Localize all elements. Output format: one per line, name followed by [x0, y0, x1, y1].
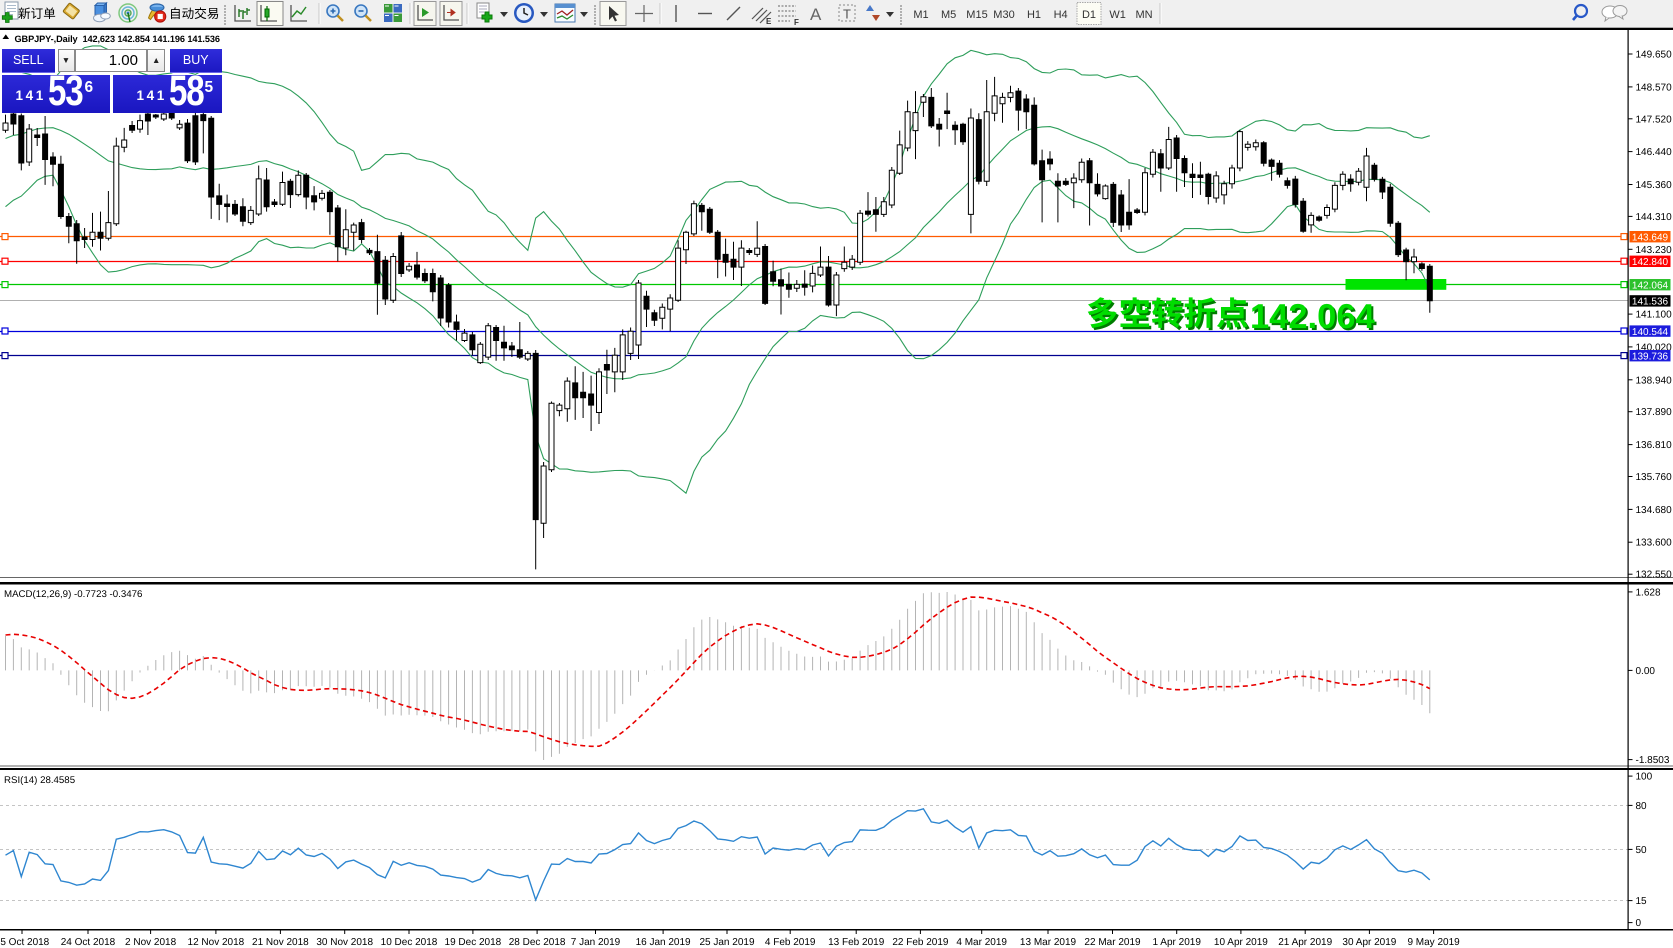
- svg-text:143.230: 143.230: [1636, 245, 1673, 256]
- svg-text:D1: D1: [1082, 9, 1096, 21]
- svg-text:146.440: 146.440: [1636, 147, 1673, 158]
- svg-text:80: 80: [1636, 801, 1648, 812]
- svg-text:16 Jan 2019: 16 Jan 2019: [636, 937, 691, 948]
- svg-text:145.360: 145.360: [1636, 180, 1673, 191]
- svg-text:134.680: 134.680: [1636, 505, 1673, 516]
- svg-text:141.100: 141.100: [1636, 310, 1673, 321]
- svg-text:E: E: [766, 17, 772, 26]
- svg-text:139.736: 139.736: [1632, 352, 1669, 363]
- svg-text:24 Oct 2018: 24 Oct 2018: [61, 937, 116, 948]
- svg-text:21 Nov 2018: 21 Nov 2018: [252, 937, 309, 948]
- svg-text:21 Apr 2019: 21 Apr 2019: [1278, 937, 1332, 948]
- svg-text:-1.8503: -1.8503: [1636, 755, 1670, 766]
- svg-text:T: T: [843, 7, 851, 22]
- svg-text:M1: M1: [913, 9, 928, 21]
- svg-text:22 Feb 2019: 22 Feb 2019: [892, 937, 949, 948]
- svg-text:4 Mar 2019: 4 Mar 2019: [956, 937, 1007, 948]
- svg-text:7 Jan 2019: 7 Jan 2019: [571, 937, 621, 948]
- svg-text:0.00: 0.00: [1636, 666, 1656, 677]
- svg-text:9 May 2019: 9 May 2019: [1407, 937, 1460, 948]
- svg-text:MN: MN: [1135, 9, 1152, 21]
- svg-text:GBPJPY-,Daily 142,623 142.854: GBPJPY-,Daily 142,623 142.854 141.196 14…: [15, 34, 220, 44]
- svg-text:142.840: 142.840: [1632, 257, 1669, 268]
- svg-text:15 Oct 2018: 15 Oct 2018: [0, 937, 50, 948]
- svg-text:132.550: 132.550: [1636, 570, 1673, 581]
- svg-text:13 Feb 2019: 13 Feb 2019: [828, 937, 885, 948]
- svg-text:M15: M15: [966, 9, 987, 21]
- svg-text:137.890: 137.890: [1636, 407, 1673, 418]
- svg-text:22 Mar 2019: 22 Mar 2019: [1084, 937, 1141, 948]
- svg-text:30 Nov 2018: 30 Nov 2018: [316, 937, 373, 948]
- svg-text:138.940: 138.940: [1636, 375, 1673, 386]
- svg-text:19 Dec 2018: 19 Dec 2018: [445, 937, 502, 948]
- svg-text:149.650: 149.650: [1636, 50, 1673, 61]
- svg-text:141.536: 141.536: [1632, 297, 1669, 308]
- svg-text:M5: M5: [941, 9, 956, 21]
- svg-text:25 Jan 2019: 25 Jan 2019: [699, 937, 754, 948]
- svg-text:10 Apr 2019: 10 Apr 2019: [1214, 937, 1268, 948]
- svg-text:H4: H4: [1054, 9, 1068, 21]
- svg-text:12 Nov 2018: 12 Nov 2018: [188, 937, 245, 948]
- svg-text:RSI(14) 28.4585: RSI(14) 28.4585: [4, 775, 75, 786]
- svg-text:2 Nov 2018: 2 Nov 2018: [125, 937, 177, 948]
- svg-text:MACD(12,26,9) -0.7723 -0.3476: MACD(12,26,9) -0.7723 -0.3476: [4, 589, 142, 600]
- svg-text:135.760: 135.760: [1636, 472, 1673, 483]
- svg-text:A: A: [810, 5, 822, 24]
- svg-text:136.810: 136.810: [1636, 440, 1673, 451]
- svg-text:0: 0: [1636, 918, 1642, 929]
- svg-text:30 Apr 2019: 30 Apr 2019: [1342, 937, 1396, 948]
- svg-text:1 Apr 2019: 1 Apr 2019: [1153, 937, 1202, 948]
- svg-text:133.600: 133.600: [1636, 538, 1673, 549]
- svg-text:M30: M30: [993, 9, 1014, 21]
- svg-text:10 Dec 2018: 10 Dec 2018: [381, 937, 438, 948]
- svg-text:147.520: 147.520: [1636, 114, 1673, 125]
- svg-text:148.570: 148.570: [1636, 82, 1673, 93]
- svg-text:50: 50: [1636, 845, 1648, 856]
- svg-text:28 Dec 2018: 28 Dec 2018: [509, 937, 566, 948]
- svg-text:H1: H1: [1027, 9, 1041, 21]
- svg-text:15: 15: [1636, 896, 1648, 907]
- svg-text:F: F: [794, 18, 799, 27]
- svg-text:100: 100: [1636, 772, 1653, 783]
- svg-text:142.064: 142.064: [1250, 298, 1375, 336]
- svg-text:142.064: 142.064: [1252, 300, 1377, 338]
- svg-text:140.020: 140.020: [1636, 342, 1673, 353]
- svg-text:W1: W1: [1109, 9, 1126, 21]
- svg-text:140.544: 140.544: [1632, 327, 1669, 338]
- svg-text:13 Mar 2019: 13 Mar 2019: [1020, 937, 1077, 948]
- svg-text:4 Feb 2019: 4 Feb 2019: [765, 937, 816, 948]
- svg-text:143.649: 143.649: [1632, 233, 1669, 244]
- svg-text:144.310: 144.310: [1636, 212, 1673, 223]
- svg-text:142.064: 142.064: [1632, 281, 1669, 292]
- svg-text:1.628: 1.628: [1636, 587, 1661, 598]
